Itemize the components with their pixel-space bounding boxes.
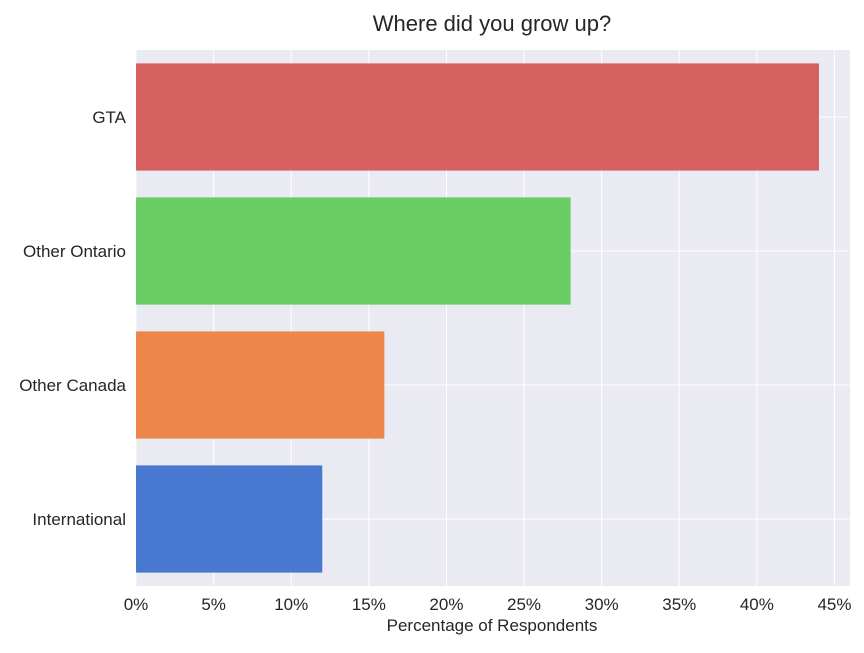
bar-international [136,465,323,573]
x-tick-label-1: 5% [201,595,226,614]
x-axis-label: Percentage of Respondents [387,616,598,635]
x-tick-label-7: 35% [662,595,696,614]
bar-other-ontario [136,197,571,305]
x-tick-label-6: 30% [585,595,619,614]
y-tick-label-2: Other Canada [19,376,126,395]
y-tick-label-0: GTA [92,108,126,127]
x-tick-label-2: 10% [274,595,308,614]
x-tick-label-3: 15% [352,595,386,614]
bars [136,63,819,573]
x-tick-label-4: 20% [429,595,463,614]
bar-gta [136,63,819,171]
x-tick-label-5: 25% [507,595,541,614]
x-tick-label-0: 0% [124,595,149,614]
x-tick-labels: 0% 5% 10% 15% 20% 25% 30% 35% 40% 45% [124,595,852,614]
bar-other-canada [136,331,385,439]
x-tick-label-8: 40% [740,595,774,614]
chart-title: Where did you grow up? [373,11,611,36]
y-tick-label-1: Other Ontario [23,242,126,261]
x-tick-label-9: 45% [817,595,851,614]
y-tick-label-3: International [32,510,126,529]
y-tick-labels: GTA Other Ontario Other Canada Internationa… [19,108,126,529]
